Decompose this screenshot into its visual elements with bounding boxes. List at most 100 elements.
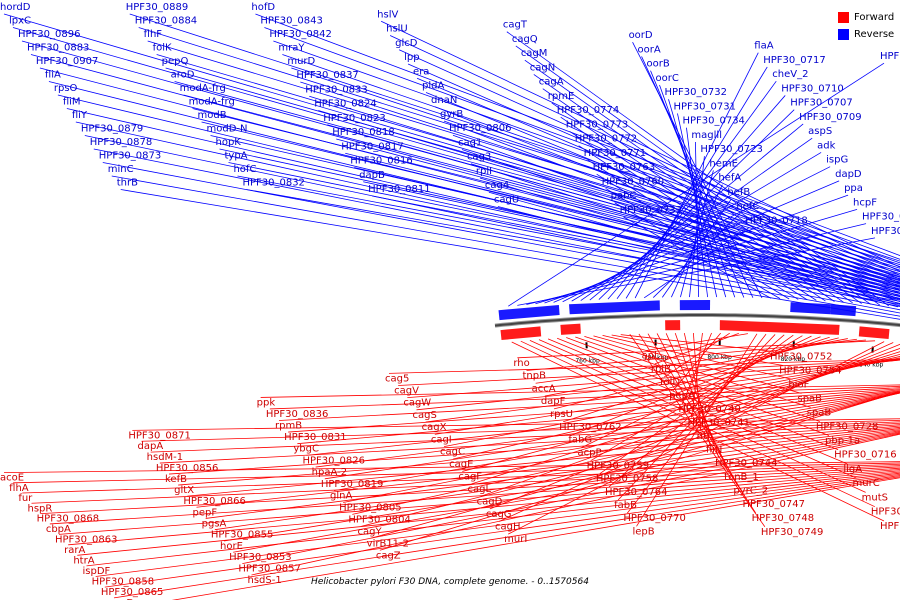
forward-gene-label: cagE <box>449 459 473 470</box>
genome-backbone <box>494 314 900 327</box>
forward-gene-label: HPF30_0863 <box>55 534 117 545</box>
forward-gene-label: apt <box>642 351 658 362</box>
reverse-gene-label: HPF30_0771 <box>584 148 646 159</box>
gene-connector <box>453 355 900 460</box>
forward-gene-label: fabB <box>614 500 637 511</box>
gene-connector <box>544 194 849 304</box>
gene-connector <box>223 431 900 542</box>
reverse-gene-label: HPF30_0760 <box>602 176 664 187</box>
reverse-gene-label: cag1 <box>458 137 482 148</box>
legend-item-reverse: Reverse <box>838 26 894 43</box>
forward-gene-label: ybgC <box>293 444 319 455</box>
reverse-gene-label: pldA <box>422 81 444 92</box>
gene-connector <box>269 385 900 410</box>
forward-gene-5 <box>858 326 890 339</box>
gene-connector <box>553 180 840 303</box>
reverse-gene-label: pabC <box>611 191 637 202</box>
reverse-gene-label: pepQ <box>162 56 189 67</box>
forward-gene-label: HPF30_0858 <box>92 576 154 587</box>
reverse-gene-label: cheV_2 <box>772 69 808 80</box>
gene-connector <box>210 135 900 293</box>
gene-connector <box>671 184 723 298</box>
forward-gene-label: cagF <box>458 471 482 482</box>
gene-connector <box>590 335 803 462</box>
reverse-gene-label: aroD <box>171 70 195 81</box>
forward-gene-label: hsdM-1 <box>147 452 184 463</box>
gene-connector <box>656 333 738 486</box>
reverse-gene-label: lpp <box>404 52 419 63</box>
reverse-gene-label: HPF30_0840 <box>880 51 900 62</box>
forward-gene-label: pbp-1a <box>825 436 860 447</box>
reverse-gene-label: hofC <box>233 164 256 175</box>
reverse-gene-label: rpmE <box>548 91 575 102</box>
reverse-gene-label: ppa <box>844 183 863 194</box>
forward-gene-label: cagS <box>413 410 437 421</box>
tick-label: 840 kbp <box>859 362 884 369</box>
reverse-gene-label: fliM <box>63 97 81 108</box>
reverse-gene-label: HPF30_0723 <box>700 144 762 155</box>
forward-gene-label: hpaA-2 <box>312 467 347 478</box>
reverse-gene-label: lpxC <box>9 16 31 27</box>
gene-connector <box>547 338 848 465</box>
reverse-gene-label: HPF30_0732 <box>664 87 726 98</box>
reverse-gene-label: rpsO <box>54 83 78 94</box>
gene-connector <box>264 27 900 260</box>
reverse-gene-label: HPF30_0842 <box>269 29 331 40</box>
gene-connector <box>517 237 876 306</box>
genome-caption: Helicobacter pylori F30 DNA, complete ge… <box>311 577 589 587</box>
forward-gene-label: HPF30_0836 <box>266 409 328 420</box>
tick-label: 780 kbp <box>644 354 669 361</box>
reverse-gene-label: HPF30_0734 <box>682 116 744 127</box>
forward-gene-label: gltX <box>174 485 194 496</box>
gene-connector <box>551 102 844 303</box>
gene-connector <box>616 80 777 299</box>
forward-gene-label: rho <box>513 358 529 369</box>
forward-gene-label: HPF30_0853 <box>229 552 291 563</box>
reverse-gene-label: ispG <box>826 155 848 166</box>
forward-gene-label: HPF30_0744 <box>715 458 777 469</box>
forward-gene-8 <box>560 323 581 335</box>
gene-connector <box>498 342 894 522</box>
forward-gene-label: acoE <box>0 473 24 484</box>
gene-connector <box>187 426 900 497</box>
reverse-gene-label: HPF30_0883 <box>27 43 89 54</box>
gene-connector <box>645 333 748 351</box>
forward-gene-label: HPF30_0728 <box>816 421 878 432</box>
forward-gene-label: HPF30_0866 <box>183 496 245 507</box>
reverse-gene-label: minC <box>108 164 134 175</box>
gene-connector <box>663 332 730 378</box>
forward-gene-label: flhA <box>9 483 29 494</box>
reverse-gene-label: HPF30_0806 <box>449 123 511 134</box>
reverse-gene-label: oorB <box>647 59 670 70</box>
reverse-gene-label: oorC <box>656 73 679 84</box>
gene-connector <box>508 62 885 307</box>
gene-connector <box>526 223 867 305</box>
reverse-gene-label: flhF <box>144 29 163 40</box>
reverse-gene-label: HPF30_0733 <box>620 205 682 216</box>
forward-gene-label: cbpA <box>46 524 71 535</box>
reverse-gene-label: murD <box>287 56 315 67</box>
gene-connector <box>668 99 727 298</box>
gene-connector <box>111 175 900 317</box>
forward-gene-label: acpP <box>578 448 602 459</box>
reverse-gene-label: HPF30_0709 <box>799 112 861 123</box>
reverse-gene-9 <box>679 300 711 311</box>
reverse-gene-label: hefB <box>727 187 750 198</box>
reverse-gene-label: folK <box>153 43 172 54</box>
forward-gene-7 <box>665 320 681 331</box>
gene-connector <box>643 227 750 299</box>
gene-connector <box>132 418 900 431</box>
gene-connector <box>654 333 739 365</box>
gene-connector <box>228 162 900 299</box>
reverse-gene-label: HPF30_0896 <box>18 29 80 40</box>
gene-connector <box>251 433 900 576</box>
forward-gene-label: cagW <box>403 398 431 409</box>
forward-gene-label: murI <box>504 534 527 545</box>
gene-connector <box>480 347 900 497</box>
forward-gene-label: nth <box>697 431 714 442</box>
forward-gene-label: HPF30_0759 <box>587 461 649 472</box>
forward-gene-label: HPF30_0740 <box>678 404 740 415</box>
reverse-swatch <box>838 29 849 40</box>
gene-connector <box>214 430 900 531</box>
gene-connector <box>659 84 736 298</box>
